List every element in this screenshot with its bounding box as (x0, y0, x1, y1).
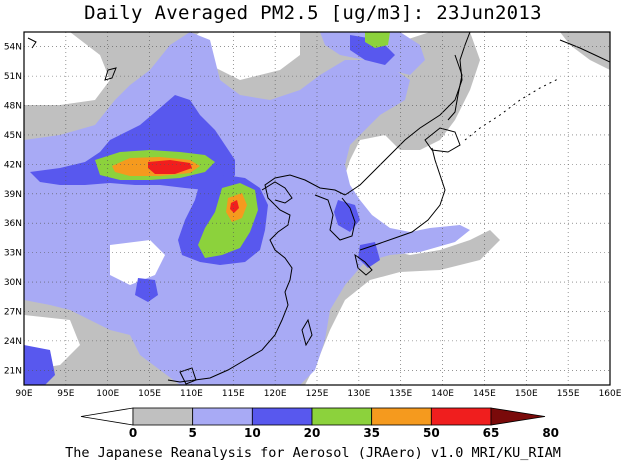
kamchatka-coast (559, 39, 610, 63)
japan-hokkaido (424, 127, 461, 153)
colorbar-level-label: 5 (188, 426, 196, 440)
lat-tick-label: 39N (4, 190, 22, 200)
lon-tick-label: 155E (557, 389, 580, 399)
red-region-plume (148, 160, 192, 174)
green-region-northeast (365, 32, 390, 48)
lat-tick-label: 27N (4, 307, 22, 317)
map-title: Daily Averaged PM2.5 [ug/m3]: 23Jun2013 (84, 2, 542, 24)
lake-baikal (104, 67, 117, 81)
colorbar-extend-high (490, 407, 546, 426)
lat-tick-label: 48N (4, 102, 22, 112)
colorbar-level-label: 35 (363, 426, 380, 440)
taiwan (301, 318, 313, 347)
china-coastline (167, 174, 346, 383)
japan-kyushu (354, 253, 373, 276)
lon-tick-label: 140E (431, 389, 454, 399)
footer-credit: The Japanese Reanalysis for Aerosol (JRA… (65, 445, 561, 461)
lon-tick-label: 130E (347, 389, 370, 399)
kuril-islands (464, 77, 561, 141)
lon-tick-label: 110E (180, 389, 203, 399)
lon-tick-label: 95E (57, 389, 74, 399)
colorbar-level-label: 50 (423, 426, 440, 440)
colorbar-level-label: 80 (542, 426, 559, 440)
blue-region-southeast (24, 345, 55, 385)
lat-tick-label: 24N (4, 337, 22, 347)
lat-tick-label: 33N (4, 249, 22, 259)
colorbar-box (311, 407, 373, 426)
colorbar-level-label: 0 (129, 426, 137, 440)
lat-tick-label: 21N (4, 366, 22, 376)
colorbar-extend-low (80, 407, 134, 426)
white-hole-inner (110, 240, 165, 285)
white-gap-mongolia (185, 32, 300, 80)
lon-tick-label: 145E (473, 389, 496, 399)
map-frame (23, 31, 611, 386)
colorbar-level-label: 10 (244, 426, 261, 440)
white-gap-northwest (24, 32, 110, 105)
latitude-labels: 54N 51N 48N 45N 42N 39N 36N 33N 30N 27N 24N 21N (4, 43, 22, 377)
colorbar: 0 5 10 20 35 50 65 80 (80, 407, 559, 440)
japan-honshu (359, 147, 446, 251)
lat-tick-label: 30N (4, 278, 22, 288)
concentration-fields (24, 32, 610, 385)
lon-tick-label: 150E (515, 389, 538, 399)
colorbar-box (371, 407, 432, 426)
hainan (179, 367, 197, 385)
lon-tick-label: 90E (15, 389, 32, 399)
russia-coast (344, 32, 471, 196)
lat-tick-label: 51N (4, 72, 22, 82)
lat-tick-label: 36N (4, 219, 22, 229)
lon-tick-label: 135E (389, 389, 412, 399)
bohai-coast (261, 181, 293, 204)
colorbar-box (192, 407, 253, 426)
colorbar-box (430, 407, 492, 426)
colorbar-box (132, 407, 194, 426)
blue-region-northeast (350, 35, 395, 65)
lat-tick-label: 42N (4, 160, 22, 170)
lon-tick-label: 100E (96, 389, 119, 399)
mongolia-lake (27, 37, 37, 49)
colorbar-level-label: 20 (304, 426, 321, 440)
sakhalin (447, 54, 463, 121)
lat-lon-grid (24, 32, 610, 385)
lat-tick-label: 54N (4, 43, 22, 53)
lon-tick-label: 120E (264, 389, 287, 399)
colorbar-box (251, 407, 313, 426)
colorbar-level-label: 65 (483, 426, 500, 440)
lon-tick-label: 115E (222, 389, 245, 399)
gray-region-east (560, 32, 610, 70)
coastlines (27, 32, 610, 385)
longitude-labels: 90E 95E 100E 105E 110E 115E 120E 125E 130E 135E 14… (15, 389, 621, 399)
red-region-northchina (230, 200, 239, 213)
blue-region-south (135, 278, 158, 302)
lon-tick-label: 160E (599, 389, 622, 399)
lon-tick-label: 125E (306, 389, 329, 399)
lat-tick-label: 45N (4, 131, 22, 141)
blue-region-korea (334, 200, 360, 232)
korea-coast (314, 194, 356, 241)
lon-tick-label: 105E (138, 389, 161, 399)
